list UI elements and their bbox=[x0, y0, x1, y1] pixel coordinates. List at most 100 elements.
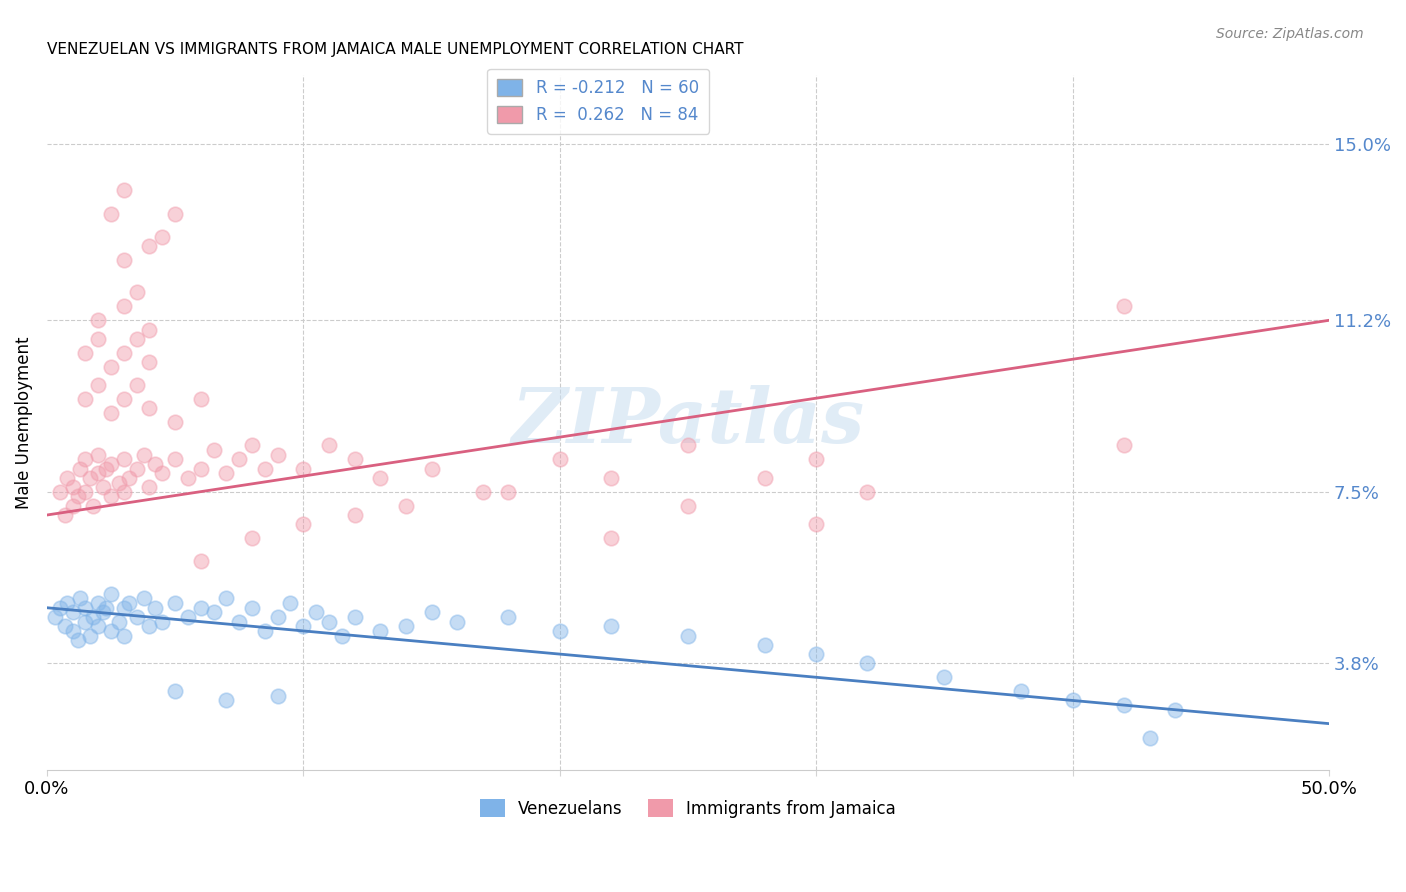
Point bbox=[292, 461, 315, 475]
Point bbox=[134, 591, 156, 606]
Point bbox=[804, 452, 827, 467]
Point bbox=[804, 517, 827, 532]
Point bbox=[190, 392, 212, 406]
Point bbox=[1010, 684, 1032, 698]
Point bbox=[100, 490, 122, 504]
Point bbox=[548, 624, 571, 638]
Point bbox=[62, 499, 84, 513]
Point bbox=[138, 239, 160, 253]
Point bbox=[343, 452, 366, 467]
Point bbox=[138, 480, 160, 494]
Point bbox=[240, 438, 263, 452]
Point bbox=[112, 452, 135, 467]
Point bbox=[498, 484, 520, 499]
Point bbox=[177, 471, 200, 485]
Point bbox=[125, 378, 148, 392]
Point bbox=[165, 452, 187, 467]
Point bbox=[754, 471, 776, 485]
Point bbox=[138, 355, 160, 369]
Point bbox=[343, 508, 366, 522]
Point bbox=[62, 624, 84, 638]
Point bbox=[125, 610, 148, 624]
Point bbox=[134, 448, 156, 462]
Point bbox=[228, 452, 250, 467]
Point bbox=[150, 467, 173, 481]
Point bbox=[100, 457, 122, 471]
Point bbox=[395, 619, 418, 633]
Point bbox=[94, 600, 117, 615]
Point bbox=[498, 610, 520, 624]
Point bbox=[165, 207, 187, 221]
Point bbox=[343, 610, 366, 624]
Point bbox=[934, 670, 956, 684]
Point bbox=[202, 606, 225, 620]
Point bbox=[1112, 438, 1135, 452]
Point bbox=[112, 392, 135, 406]
Point bbox=[1062, 693, 1084, 707]
Point bbox=[125, 461, 148, 475]
Point bbox=[471, 484, 494, 499]
Point bbox=[75, 615, 97, 629]
Point bbox=[112, 345, 135, 359]
Point bbox=[91, 606, 114, 620]
Point bbox=[754, 638, 776, 652]
Point bbox=[138, 401, 160, 416]
Point bbox=[395, 499, 418, 513]
Point bbox=[143, 457, 166, 471]
Point bbox=[240, 531, 263, 545]
Point bbox=[676, 499, 699, 513]
Point bbox=[305, 606, 328, 620]
Point bbox=[82, 499, 104, 513]
Point bbox=[600, 531, 623, 545]
Point bbox=[100, 207, 122, 221]
Point bbox=[215, 591, 238, 606]
Point bbox=[856, 484, 879, 499]
Point bbox=[804, 647, 827, 661]
Point bbox=[94, 461, 117, 475]
Point bbox=[150, 230, 173, 244]
Point bbox=[177, 610, 200, 624]
Point bbox=[292, 619, 315, 633]
Point bbox=[266, 689, 288, 703]
Point bbox=[82, 610, 104, 624]
Point bbox=[280, 596, 302, 610]
Point bbox=[150, 615, 173, 629]
Point bbox=[318, 615, 340, 629]
Point bbox=[112, 600, 135, 615]
Point bbox=[107, 475, 129, 490]
Point bbox=[48, 600, 70, 615]
Point bbox=[253, 624, 276, 638]
Point bbox=[53, 619, 76, 633]
Point bbox=[165, 415, 187, 429]
Point bbox=[330, 629, 353, 643]
Point bbox=[190, 554, 212, 568]
Point bbox=[143, 600, 166, 615]
Point bbox=[75, 452, 97, 467]
Point bbox=[87, 619, 110, 633]
Point bbox=[87, 313, 110, 327]
Point bbox=[215, 467, 238, 481]
Point bbox=[75, 484, 97, 499]
Point bbox=[69, 461, 91, 475]
Point bbox=[676, 438, 699, 452]
Point bbox=[125, 332, 148, 346]
Point bbox=[165, 684, 187, 698]
Point bbox=[676, 629, 699, 643]
Point bbox=[292, 517, 315, 532]
Point bbox=[100, 406, 122, 420]
Point bbox=[112, 299, 135, 313]
Point bbox=[600, 471, 623, 485]
Point bbox=[87, 378, 110, 392]
Point bbox=[118, 471, 141, 485]
Point bbox=[190, 600, 212, 615]
Point bbox=[66, 490, 89, 504]
Point bbox=[79, 471, 101, 485]
Point bbox=[253, 461, 276, 475]
Point bbox=[87, 596, 110, 610]
Point bbox=[548, 452, 571, 467]
Point bbox=[1139, 731, 1161, 745]
Point bbox=[446, 615, 468, 629]
Text: Source: ZipAtlas.com: Source: ZipAtlas.com bbox=[1216, 27, 1364, 41]
Point bbox=[66, 633, 89, 648]
Point bbox=[62, 480, 84, 494]
